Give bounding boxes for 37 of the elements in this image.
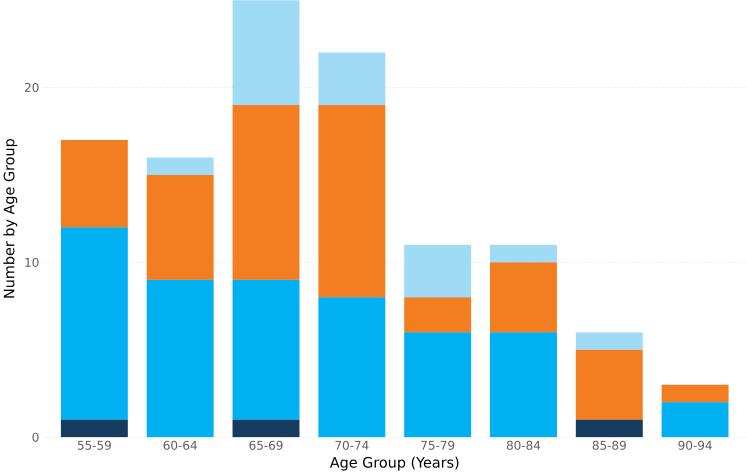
bar — [232, 280, 300, 420]
bar — [146, 158, 214, 175]
x-tick-label: 80-84 — [506, 440, 540, 450]
bar — [490, 262, 557, 332]
x-tick-label: 90-94 — [678, 440, 712, 450]
x-tick-label: 55-59 — [78, 440, 111, 450]
x-axis-title: Age Group (Years) — [330, 456, 458, 471]
x-tick-label: 75-79 — [421, 440, 454, 450]
bar — [60, 420, 128, 438]
bar — [576, 350, 643, 420]
y-axis-title: Number by Age Group — [3, 139, 18, 298]
bar — [404, 244, 472, 298]
x-tick-label: 70-74 — [335, 440, 369, 450]
bar — [146, 280, 214, 438]
bar — [576, 332, 643, 350]
bar — [318, 105, 386, 298]
bar — [146, 175, 214, 280]
bar — [60, 140, 128, 228]
x-tick-label: 60-64 — [164, 440, 197, 450]
bar — [232, 420, 300, 438]
bar — [490, 332, 557, 438]
bar — [60, 227, 128, 420]
y-tick-label: 10 — [25, 258, 39, 267]
bar — [318, 297, 386, 438]
x-tick-label: 85-89 — [592, 440, 626, 450]
bar — [232, 0, 300, 106]
bar — [318, 52, 386, 106]
y-tick-label: 20 — [24, 83, 39, 92]
bar — [232, 105, 300, 280]
bar — [662, 402, 729, 438]
y-tick-label: 0 — [32, 432, 39, 442]
bar — [662, 384, 729, 402]
bar — [404, 332, 472, 438]
x-tick-label: 65-69 — [249, 440, 283, 450]
bar — [576, 420, 643, 438]
bar — [490, 244, 557, 262]
bar — [404, 297, 472, 332]
